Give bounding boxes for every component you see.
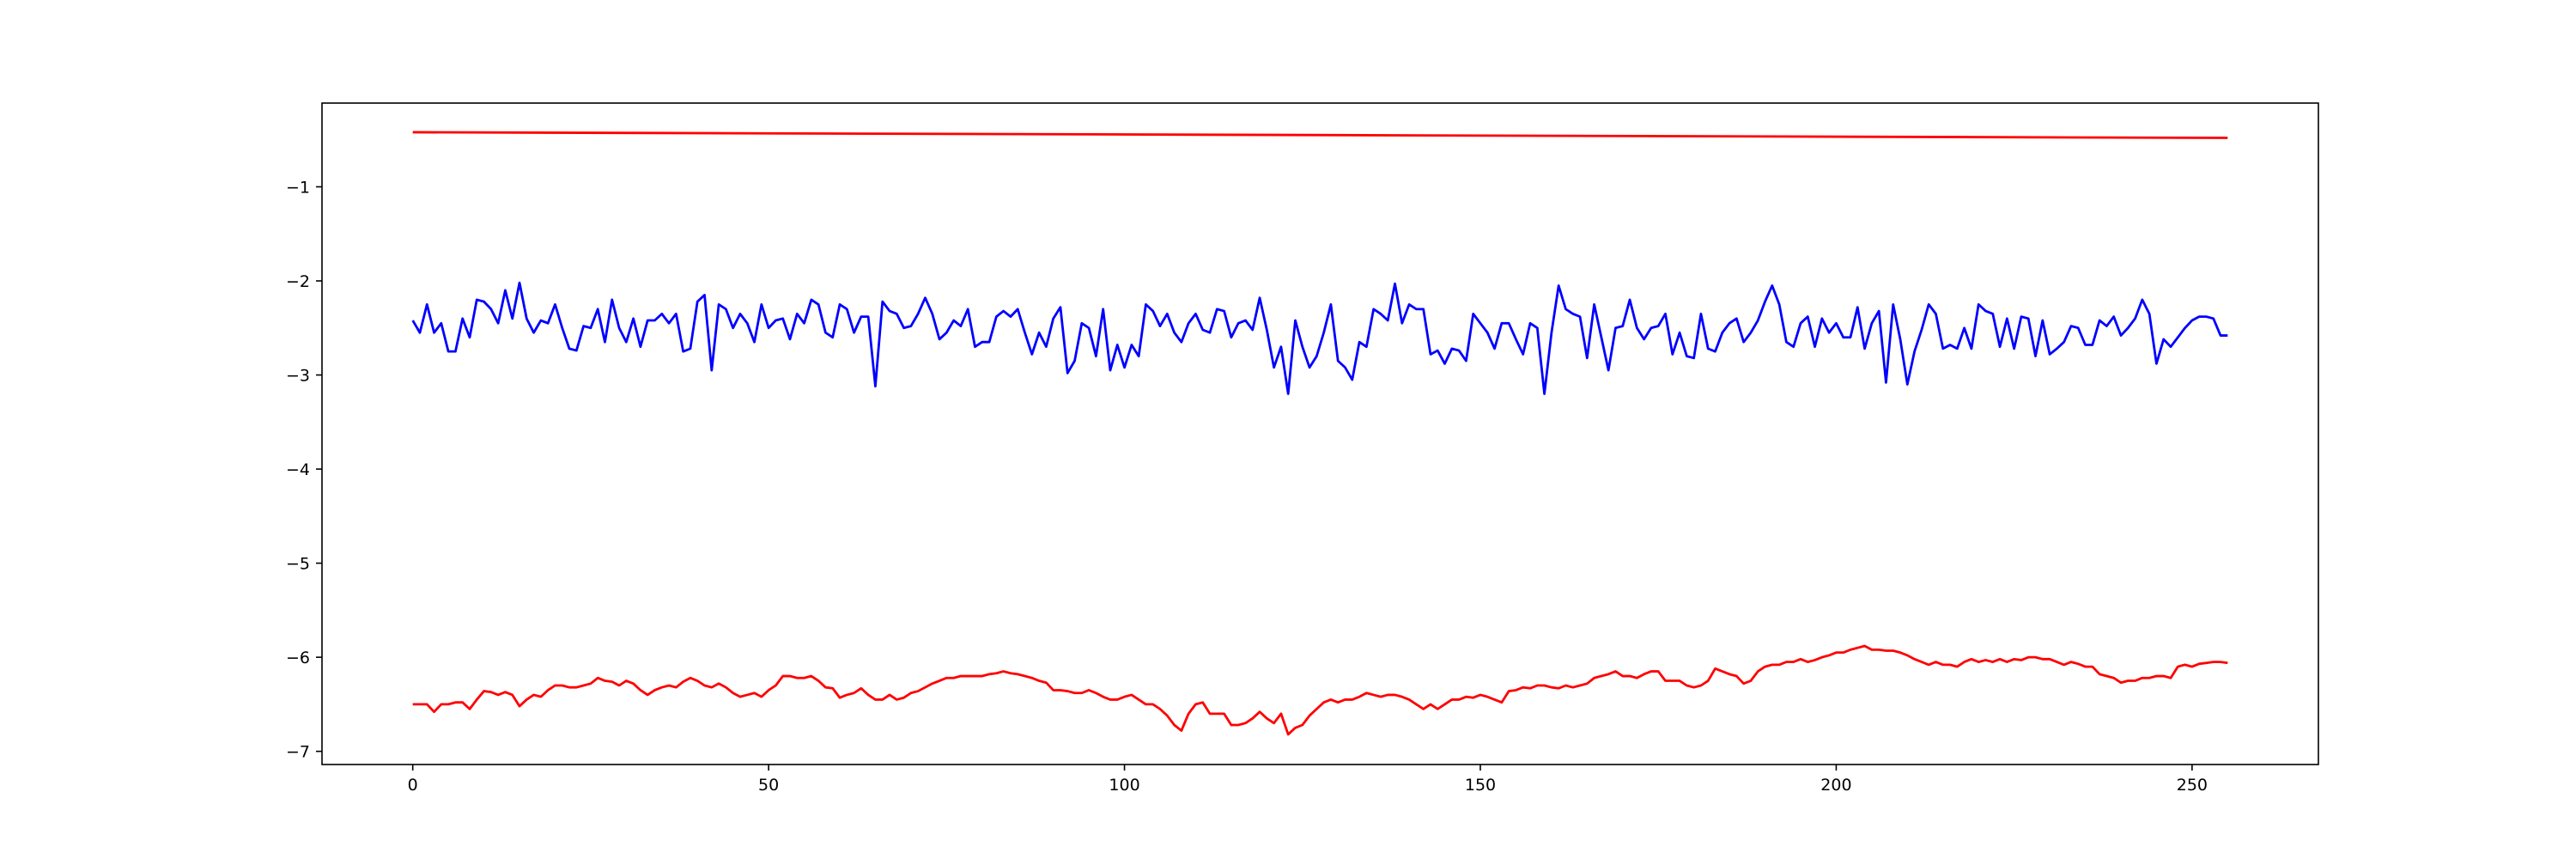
x-tick-label: 100 <box>1109 776 1139 795</box>
x-tick-label: 150 <box>1465 776 1496 795</box>
y-tick-label: −1 <box>286 178 310 197</box>
y-tick-label: −4 <box>286 460 310 479</box>
x-tick-label: 50 <box>758 776 779 795</box>
x-tick-label: 250 <box>2177 776 2208 795</box>
y-tick-label: −2 <box>286 272 310 291</box>
y-tick-label: −5 <box>286 555 310 574</box>
series-line <box>412 644 2228 736</box>
y-tick-label: −7 <box>286 743 310 762</box>
x-tick-label: 200 <box>1820 776 1851 795</box>
series-line <box>412 131 2228 139</box>
y-tick-label: −3 <box>286 367 310 386</box>
x-tick-label: 0 <box>408 776 418 795</box>
y-tick-label: −6 <box>286 649 310 667</box>
plot-frame <box>321 102 2319 765</box>
series-line <box>411 281 2228 395</box>
